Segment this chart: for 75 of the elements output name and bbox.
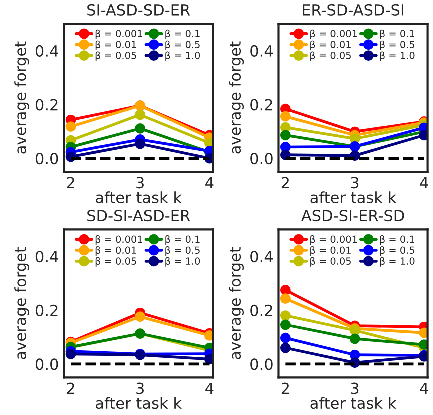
y-axis-title: average forget [14,42,30,154]
y-tick-label: 0.2 [250,304,272,316]
y-tick-label: 0.4 [250,45,274,57]
point [66,349,76,360]
point [135,110,146,120]
chart-title: SI-ASD-SD-ER [88,4,190,16]
y-tick-label: 0.4 [36,45,58,57]
point [135,123,146,134]
legend-label: β = 1.0 [380,52,415,62]
x-axis-title: after task k [310,397,397,410]
point [135,138,146,150]
legend-label: β = 1.0 [380,257,415,267]
point [280,130,291,141]
legend-label: β = 0.05 [96,257,136,267]
y-axis-title: average forget [14,247,30,360]
legend-label: β = 0.5 [166,40,200,50]
legend-label: β = 0.001 [310,30,358,40]
x-tick-label: 2 [67,382,74,394]
legend-label: β = 0.1 [380,236,414,246]
point [66,122,76,132]
x-tick-label: 3 [351,177,359,189]
legend-label: β = 0.5 [380,246,415,256]
x-axis-title: after task k [96,397,182,410]
legend-label: β = 1.0 [166,52,200,62]
x-tick-label: 4 [206,382,214,394]
point [280,294,291,304]
y-tick-label: 0.2 [36,304,58,316]
y-tick-label: 0.0 [36,153,58,165]
y-tick-label: 0.4 [250,251,274,263]
y-axis-title: average forget [229,42,244,154]
legend-label: β = 0.05 [310,257,351,267]
legend-label: β = 0.1 [166,236,200,246]
chart-title: ER-SD-ASD-SI [303,4,404,16]
y-tick-label: 0.4 [36,251,58,263]
x-tick-label: 2 [67,177,74,188]
legend-label: β = 0.001 [310,236,358,246]
point [280,310,291,321]
point [280,285,291,296]
y-tick-label: 0.2 [250,99,272,111]
legend-label: β = 0.001 [96,30,142,40]
x-tick-label: 4 [206,177,214,188]
chart-title: SD-SI-ASD-ER [88,210,190,222]
legend-label: β = 0.5 [380,40,415,50]
point [280,320,291,330]
x-tick-label: 3 [136,177,144,189]
point [350,334,360,344]
point [280,111,291,122]
x-tick-label: 2 [282,382,289,394]
legend-label: β = 0.01 [96,246,136,256]
y-tick-label: 0.2 [36,99,58,111]
legend-label: β = 0.1 [380,30,414,40]
legend-label: β = 0.5 [166,246,200,256]
chart-title: ASD-SI-ER-SD [302,210,404,222]
legend-label: β = 0.01 [96,40,136,50]
y-tick-label: 0.0 [250,153,273,165]
legend-label: β = 1.0 [166,257,200,267]
y-tick-label: 0.0 [250,358,273,370]
legend-label: β = 0.1 [166,30,200,40]
point [280,342,291,354]
x-tick-label: 2 [282,177,289,188]
x-axis-title: after task k [310,192,397,204]
legend-label: β = 0.01 [310,40,351,50]
legend-label: β = 0.001 [96,236,142,246]
x-tick-label: 4 [420,382,428,394]
point [135,312,146,322]
x-tick-label: 3 [136,382,144,394]
x-tick-label: 3 [351,382,359,394]
y-tick-label: 0.0 [36,358,58,370]
point [280,332,291,344]
legend-label: β = 0.05 [310,52,351,62]
y-axis-title: average forget [229,247,244,360]
x-tick-label: 4 [420,177,428,188]
legend-label: β = 0.01 [310,246,351,256]
x-axis-title: after task k [96,192,182,204]
legend-label: β = 0.05 [96,52,136,62]
